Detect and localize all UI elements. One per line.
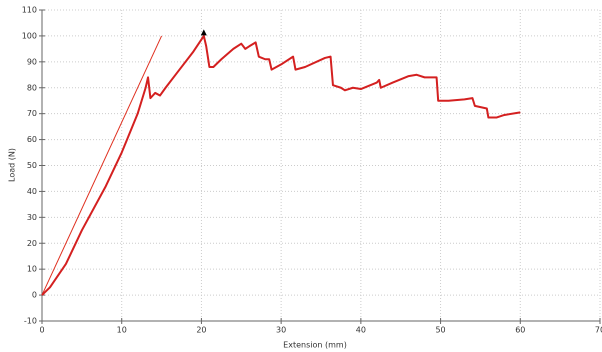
x-tick-label: 30 bbox=[276, 326, 286, 335]
y-tick-label: 20 bbox=[27, 239, 37, 248]
y-axis-label: Load (N) bbox=[8, 148, 17, 182]
y-tick-label: 70 bbox=[27, 109, 37, 118]
y-tick-label: 90 bbox=[27, 57, 37, 66]
x-tick-label: 20 bbox=[196, 326, 206, 335]
x-axis-label: Extension (mm) bbox=[283, 341, 347, 350]
x-tick-label: 60 bbox=[515, 326, 525, 335]
y-tick-label: 60 bbox=[27, 135, 37, 144]
data-line bbox=[41, 35, 163, 296]
y-tick-label: 40 bbox=[27, 187, 37, 196]
x-tick-label: 10 bbox=[117, 326, 127, 335]
y-tick-label: -10 bbox=[24, 317, 37, 326]
y-tick-label: 50 bbox=[27, 161, 37, 170]
y-tick-label: 110 bbox=[22, 6, 37, 15]
y-tick-label: 10 bbox=[27, 265, 37, 274]
peak-marker bbox=[200, 29, 207, 36]
y-tick-label: 100 bbox=[22, 31, 37, 40]
x-tick-label: 0 bbox=[39, 326, 44, 335]
x-tick-label: 70 bbox=[595, 326, 602, 335]
y-tick-label: 80 bbox=[27, 83, 37, 92]
y-tick-label: 0 bbox=[32, 291, 37, 300]
x-tick-label: 50 bbox=[435, 326, 445, 335]
data-line bbox=[41, 34, 521, 296]
x-tick-label: 40 bbox=[356, 326, 366, 335]
y-tick-label: 30 bbox=[27, 213, 37, 222]
